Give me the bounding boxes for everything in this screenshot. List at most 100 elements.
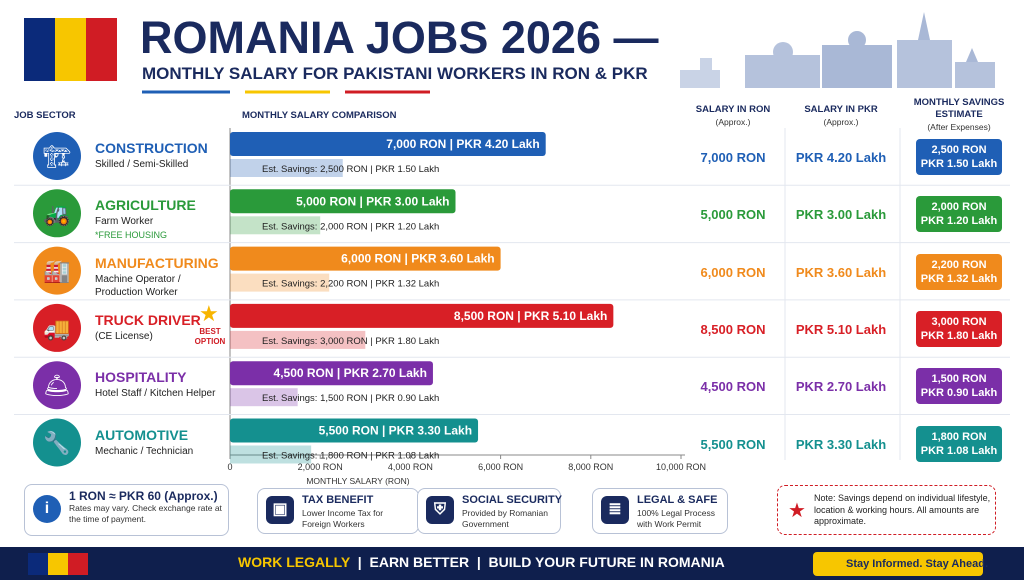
label: SALARY IN PKR [804,104,878,115]
subtitle: MONTHLY SALARY FOR PAKISTANI WORKERS IN … [142,64,648,83]
badge-star: ★ [199,300,219,326]
sector-name: TRUCK DRIVER [95,311,201,328]
cta-text[interactable]: Stay Informed. Stay Ahead. [846,558,989,570]
savings-ron: 2,200 RON [931,258,987,271]
bar-label: 5,000 RON | PKR 3.00 Lakh [296,194,449,208]
label: SALARY IN RON [695,104,771,115]
savings-ron: 1,800 RON [931,430,987,443]
bar [230,189,456,214]
sector-glyph: 🛎 [43,373,71,398]
salary-ron: 6,000 RON [700,264,766,280]
label: MONTHLY SAVINGS ESTIMATE [913,97,1005,120]
info-text: Lower Income Tax for Foreign Workers [302,508,384,529]
savings-bar [230,216,321,235]
savings-pkr: PKR 1.50 Lakh [920,158,998,170]
savings-box: 2,200 RON PKR 1.32 Lakh [916,253,1002,290]
savings-box: 2,000 RON PKR 1.20 Lakh [916,196,1002,233]
note: (After Expenses) [927,122,991,132]
savings-bar [230,445,312,464]
bar [230,132,546,156]
slogan: BUILD YOUR FUTURE IN ROMANIA [488,554,725,570]
sector-glyph: 🚚 [43,316,70,341]
savings-label: Est. Savings: 1,800 RON | PKR 1.08 Lakh [262,451,439,462]
sector-detail: Farm Worker [95,216,154,228]
col-header: SALARY IN RON (Approx.) [683,104,783,128]
x-tick-label: 10,000 RON [656,462,706,472]
bar [230,303,614,328]
slogans: WORK LEGALLY | EARN BETTER | BUILD YOUR … [238,554,725,570]
note-box: ★ Note: Savings depend on individual lif… [777,485,996,535]
col-header: SALARY IN PKR (Approx.) [791,104,891,128]
badge: BEST OPTION [194,326,226,346]
note: Note: Savings depend on individual lifes… [814,493,991,526]
bar-label: 5,500 RON | PKR 3.30 Lakh [319,424,472,438]
salary-ron: 7,000 RON [700,150,766,165]
savings-box: 2,500 RON PKR 1.50 Lakh [916,139,1002,175]
cta-button[interactable] [813,552,983,576]
salary-ron: 8,500 RON [700,321,766,337]
star: ★ [788,500,806,522]
bar-label: 6,000 RON | PKR 3.60 Lakh [341,252,494,266]
info-title: 1 RON ≈ PKR 60 (Approx.) [69,489,218,503]
sector-name: CONSTRUCTION [95,140,208,156]
info-box: ⛨ SOCIAL SECURITY Provided by Romanian Gov… [417,488,563,534]
savings-label: Est. Savings: 1,500 RON | PKR 0.90 Lakh [262,393,439,404]
salary-pkr: PKR 2.70 Lakh [795,379,887,395]
bar [230,246,501,271]
sector-name: MANUFACTURING [95,254,219,271]
sector-detail: (CE License) [95,330,153,342]
info-text: 100% Legal Process with Work Permit [637,508,715,529]
flag-blue [28,553,48,575]
flag-red [68,553,88,575]
sector-glyph: 🔧 [43,430,70,456]
info-box: i 1 RON ≈ PKR 60 (Approx.) Rates may vary.… [24,484,229,536]
note: (Approx.) [715,117,751,127]
savings-box: 3,000 RON PKR 1.80 Lakh [916,310,1002,347]
salary-pkr: PKR 4.20 Lakh [795,150,887,165]
x-tick-label: 4,000 RON [388,462,433,472]
sector-detail: Mechanic / Technician [95,445,194,457]
x-tick-label: 0 [227,462,232,472]
info-icon: ≣ [601,496,629,524]
sector-name: AUTOMOTIVE [95,426,189,443]
info-box: ≣ LEGAL & SAFE 100% Legal Process with Wor… [592,488,728,534]
x-tick-label: 8,000 RON [568,462,613,472]
slogan: WORK LEGALLY [238,554,351,570]
savings-label: Est. Savings: 3,000 RON | PKR 1.80 Lakh [262,336,439,347]
savings-pkr: PKR 1.20 Lakh [920,215,998,228]
savings-ron: 2,500 RON [931,144,987,156]
savings-pkr: PKR 1.80 Lakh [920,329,998,342]
bar-label: 7,000 RON | PKR 4.20 Lakh [386,137,539,151]
info-title: TAX BENEFIT [302,494,374,506]
title: ROMANIA JOBS 2026 — [140,12,659,63]
info-icon: ⛨ [426,496,454,524]
sector-glyph: 🏭 [43,259,70,284]
salary-pkr: PKR 3.00 Lakh [795,207,887,223]
bar-label: 4,500 RON | PKR 2.70 Lakh [274,366,427,380]
savings-box: 1,500 RON PKR 0.90 Lakh [916,368,1002,405]
savings-ron: 2,000 RON [931,201,987,214]
bar [230,361,433,386]
info-text: Rates may vary. Check exchange rate at t… [69,503,222,524]
sector-glyph: 🏗 [43,144,71,169]
savings-label: Est. Savings: 2,500 RON | PKR 1.50 Lakh [262,164,439,175]
savings-pkr: PKR 1.08 Lakh [920,444,998,457]
savings-ron: 1,500 RON [931,373,987,386]
sector-name: HOSPITALITY [95,369,187,386]
sector-note: *FREE HOUSING [95,230,168,241]
col-header: MONTHLY SALARY COMPARISON [242,110,397,121]
savings-bar [230,330,366,349]
x-axis-label: MONTHLY SALARY (RON) [306,476,409,486]
savings-label: Est. Savings: 2,000 RON | PKR 1.20 Lakh [262,221,439,232]
info-title: LEGAL & SAFE [637,494,718,506]
bar-label: 8,500 RON | PKR 5.10 Lakh [454,309,607,323]
sector-icon [33,418,81,467]
sector-icon [33,246,81,295]
info-title: SOCIAL SECURITY [462,494,563,506]
info-box: ▣ TAX BENEFIT Lower Income Tax for Foreign… [257,488,419,534]
info-icon: ▣ [266,496,294,524]
sector-detail: Machine Operator / Production Worker [95,273,181,298]
savings-box: 1,800 RON PKR 1.08 Lakh [916,425,1002,462]
savings-bar [230,388,298,407]
savings-bar [230,273,330,292]
